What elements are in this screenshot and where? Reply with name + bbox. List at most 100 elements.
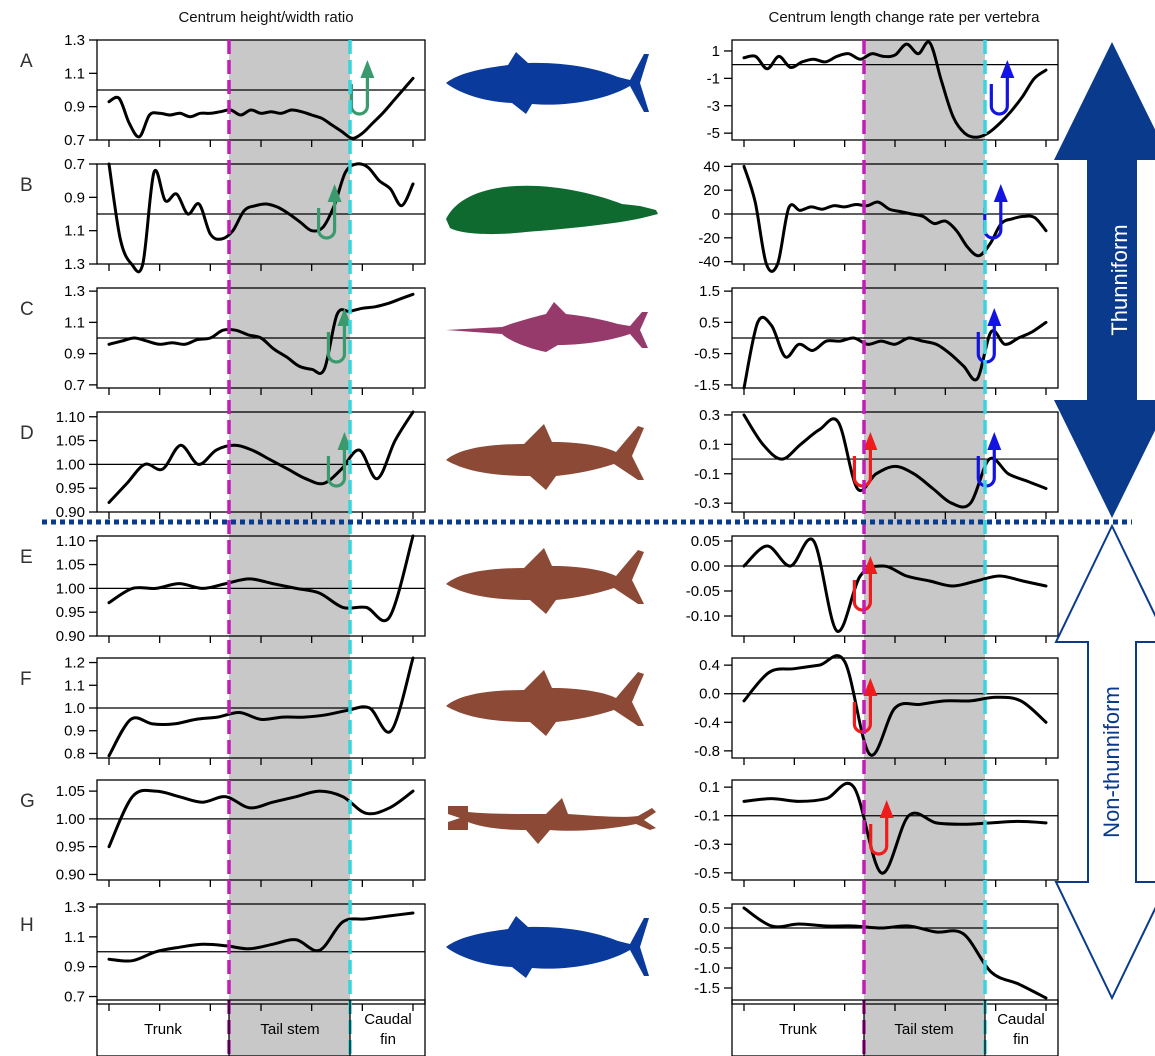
panel-letter: C bbox=[20, 299, 34, 320]
shark-silhouette-icon bbox=[446, 424, 644, 490]
right-series-line bbox=[742, 537, 1048, 633]
right-tail-stem-shade bbox=[864, 40, 985, 1056]
left-y-tick-label: 0.9 bbox=[64, 99, 85, 116]
left-series-line bbox=[107, 292, 415, 375]
right-y-tick-label: -5 bbox=[707, 125, 720, 142]
right-y-tick-label: 1 bbox=[712, 43, 720, 60]
left-label-tail-stem: Tail stem bbox=[260, 1021, 319, 1038]
left-y-tick-label: 1.05 bbox=[56, 783, 85, 800]
panel-B: B 0.7 0.9 1.1 1.3 40 20 0 -20 -40 bbox=[20, 156, 1059, 274]
right-y-tick-label: -0.4 bbox=[694, 714, 720, 731]
left-green-u-turn-arrow-icon bbox=[326, 432, 352, 488]
shark-silhouette-icon bbox=[446, 548, 644, 614]
left-green-u-turn-arrow-icon bbox=[349, 60, 375, 116]
right-y-tick-label: 0 bbox=[712, 206, 720, 223]
right-y-tick-label: -0.05 bbox=[686, 583, 720, 600]
right-y-tick-label: 0.5 bbox=[699, 900, 720, 917]
right-y-tick-label: -0.10 bbox=[686, 608, 720, 625]
left-series-line bbox=[107, 788, 415, 849]
right-blue-u-turn-arrow-icon bbox=[989, 60, 1015, 116]
right-y-tick-label: -1 bbox=[707, 70, 720, 87]
right-y-tick-label: 0.3 bbox=[699, 407, 720, 424]
left-y-tick-label: 1.2 bbox=[64, 655, 85, 672]
left-y-tick-label: 1.1 bbox=[64, 65, 85, 82]
right-y-tick-label: -40 bbox=[698, 254, 720, 271]
left-y-tick-label: 1.0 bbox=[64, 700, 85, 717]
left-y-tick-label: 1.3 bbox=[64, 899, 85, 916]
left-y-tick-label: 0.7 bbox=[64, 156, 85, 173]
right-label-fin: fin bbox=[1013, 1031, 1029, 1048]
right-y-tick-label: -0.1 bbox=[694, 466, 720, 483]
panel-H: H 1.3 1.1 0.9 0.7 0.5 0.0 -0.5 -1.0 -1.5 bbox=[20, 899, 1059, 1011]
right-y-tick-label: -20 bbox=[698, 230, 720, 247]
left-label-fin: fin bbox=[380, 1031, 396, 1048]
panel-letter: D bbox=[20, 423, 34, 444]
left-y-tick-label: 0.9 bbox=[64, 723, 85, 740]
right-series-line bbox=[742, 40, 1048, 139]
left-y-tick-label: 0.9 bbox=[64, 959, 85, 976]
panel-letter: B bbox=[20, 175, 33, 196]
right-y-tick-label: 0.5 bbox=[699, 314, 720, 331]
panel-letter: G bbox=[20, 791, 35, 812]
left-segment-labels: Trunk Tail stem Caudal fin bbox=[96, 999, 426, 1056]
right-y-tick-label: -0.5 bbox=[694, 865, 720, 882]
left-y-tick-label: 1.00 bbox=[56, 811, 85, 828]
right-y-tick-label: -0.5 bbox=[694, 940, 720, 957]
panel-letter: A bbox=[20, 51, 33, 72]
right-y-tick-label: -0.5 bbox=[694, 346, 720, 363]
left-y-tick-label: 0.95 bbox=[56, 604, 85, 621]
left-series-line bbox=[107, 911, 415, 963]
right-segment-labels: Trunk Tail stem Caudal fin bbox=[731, 999, 1059, 1056]
right-series-line bbox=[742, 654, 1048, 757]
left-y-tick-label: 1.10 bbox=[56, 409, 85, 426]
left-label-caudal: Caudal bbox=[364, 1011, 412, 1028]
right-y-tick-label: -0.3 bbox=[694, 836, 720, 853]
right-y-tick-label: 1.5 bbox=[699, 283, 720, 300]
right-red-u-turn-arrow-icon bbox=[869, 800, 894, 856]
right-y-tick-label: 40 bbox=[703, 158, 720, 175]
right-y-tick-label: 0.4 bbox=[699, 657, 720, 674]
left-series-line bbox=[107, 410, 415, 504]
left-series-line bbox=[107, 162, 415, 274]
left-y-tick-label: 1.3 bbox=[64, 283, 85, 300]
left-label-trunk: Trunk bbox=[144, 1021, 182, 1038]
left-y-tick-label: 1.1 bbox=[64, 677, 85, 694]
left-tail-stem-shade bbox=[229, 40, 350, 1056]
left-y-tick-label: 0.7 bbox=[64, 377, 85, 394]
left-series-line bbox=[107, 76, 415, 140]
left-y-tick-label: 0.9 bbox=[64, 189, 85, 206]
right-y-tick-label: -0.3 bbox=[694, 495, 720, 512]
left-y-tick-label: 0.90 bbox=[56, 504, 85, 521]
panel-D: D 1.10 1.05 1.00 0.95 0.90 0.3 0.1 -0.1 -0.3 bbox=[20, 407, 1059, 521]
right-series-line bbox=[742, 164, 1048, 273]
right-series-line bbox=[742, 781, 1048, 875]
left-y-tick-label: 1.00 bbox=[56, 456, 85, 473]
right-y-tick-label: 0.0 bbox=[699, 920, 720, 937]
tuna-silhouette-icon bbox=[446, 916, 649, 978]
panel-F: F 1.2 1.1 1.0 0.9 0.8 0.4 0.0 -0.4 -0.8 bbox=[20, 654, 1059, 765]
panel-letter: E bbox=[20, 547, 33, 568]
left-y-tick-label: 0.8 bbox=[64, 745, 85, 762]
right-y-tick-label: -1.0 bbox=[694, 960, 720, 977]
right-y-tick-label: -1.5 bbox=[694, 980, 720, 997]
right-y-tick-label: 0.0 bbox=[699, 686, 720, 703]
panel-C: C 0.7 0.9 1.1 1.3 1.5 0.5 -0.5 -1.5 bbox=[20, 283, 1059, 395]
left-y-tick-label: 0.95 bbox=[56, 839, 85, 856]
left-y-tick-label: 1.10 bbox=[56, 533, 85, 550]
left-y-tick-label: 0.95 bbox=[56, 480, 85, 497]
left-y-tick-label: 0.7 bbox=[64, 132, 85, 149]
left-y-tick-label: 1.1 bbox=[64, 223, 85, 240]
thunniform-arrow bbox=[1054, 42, 1155, 518]
left-y-tick-label: 0.90 bbox=[56, 628, 85, 645]
right-y-tick-label: 0.00 bbox=[691, 558, 720, 575]
panel-E: E 1.10 1.05 1.00 0.95 0.90 0.05 0.00 -0.05 -0.10 bbox=[20, 533, 1059, 645]
left-title: Centrum height/width ratio bbox=[178, 9, 353, 26]
panel-letter: F bbox=[20, 669, 32, 690]
right-title: Centrum length change rate per vertebra bbox=[769, 9, 1041, 26]
left-series-line bbox=[107, 656, 415, 758]
panel-letter: H bbox=[20, 915, 34, 936]
left-y-tick-label: 1.05 bbox=[56, 433, 85, 450]
right-series-line bbox=[742, 906, 1048, 1000]
panels-layer: A 0.7 0.9 1.1 1.3 1 -1 -3 -5 B 0.7 0.9 1.1 1.3 40 20 0 -2… bbox=[20, 32, 1059, 1011]
